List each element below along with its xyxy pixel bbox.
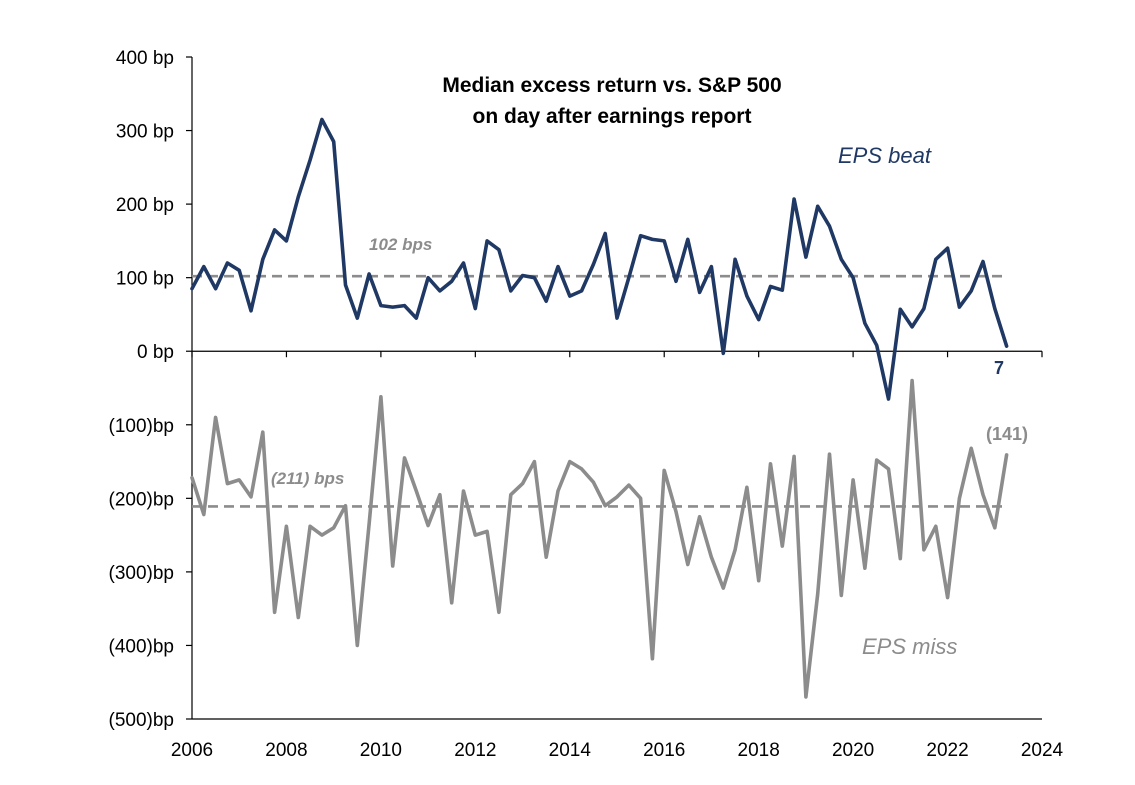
y-tick-label: 100 bp [116, 269, 174, 290]
y-tick-label: (100)bp [109, 416, 175, 437]
x-tick-label: 2006 [171, 740, 213, 761]
legend-eps-beat: EPS beat [838, 143, 932, 168]
x-tick-label: 2010 [360, 740, 402, 761]
x-tick-label: 2008 [265, 740, 307, 761]
legend-eps-miss: EPS miss [862, 634, 957, 659]
series-line-eps-beat [190, 117, 1009, 401]
beat-average-label: 102 bps [369, 235, 432, 254]
y-tick-label: (400)bp [109, 636, 175, 657]
chart-subtitle: on day after earnings report [473, 105, 752, 128]
miss-end-value-label: (141) [986, 424, 1028, 444]
x-tick-label: 2012 [454, 740, 496, 761]
miss-average-label: (211) bps [271, 469, 344, 488]
x-axis-ticks: 2006 2008 2010 2012 2014 2016 2018 2020 2022 2024 [171, 350, 1064, 761]
y-tick-label: (300)bp [109, 563, 175, 584]
x-tick-label: 2024 [1021, 740, 1064, 761]
series-points-eps-beat [191, 119, 1007, 400]
series-line-eps-miss [190, 378, 1009, 699]
series-lines [190, 117, 1009, 699]
series-points-eps-miss [191, 380, 1007, 698]
x-tick-label: 2020 [832, 740, 874, 761]
y-tick-label: (500)bp [109, 710, 175, 731]
y-tick-label: 300 bp [116, 122, 174, 143]
y-tick-label: 200 bp [116, 195, 174, 216]
y-tick-label: 400 bp [116, 48, 174, 69]
x-tick-label: 2016 [643, 740, 685, 761]
y-axis-ticks: 400 bp 300 bp 200 bp 100 bp 0 bp (100)bp (200)… [109, 48, 193, 731]
beat-end-value-label: 7 [994, 358, 1004, 378]
x-tick-label: 2022 [926, 740, 968, 761]
y-tick-label: (200)bp [109, 489, 175, 510]
x-tick-label: 2018 [738, 740, 780, 761]
y-tick-label: 0 bp [137, 342, 174, 363]
x-tick-label: 2014 [549, 740, 592, 761]
chart-title: Median excess return vs. S&P 500 [442, 74, 781, 97]
